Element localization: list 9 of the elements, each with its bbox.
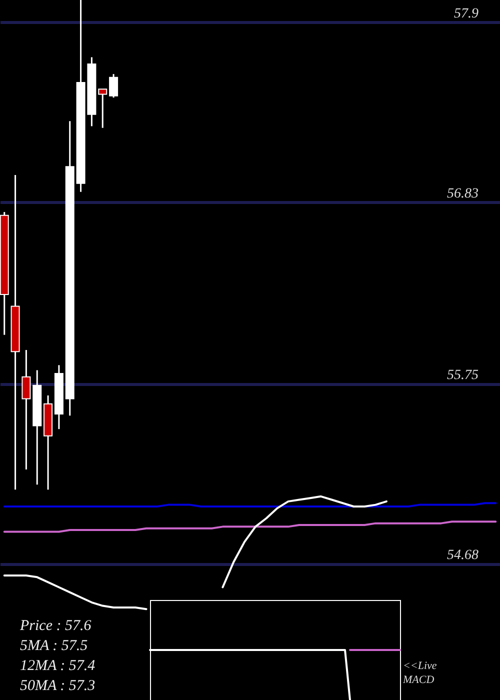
y-tick-label: 54.68 <box>447 548 478 564</box>
y-tick-label: 55.75 <box>447 368 478 384</box>
annotation: Price : 57.6 <box>19 618 92 634</box>
annotation: 5MA : 57.5 <box>20 638 88 654</box>
annotation: 12MA : 57.4 <box>20 658 96 674</box>
annotation: <<Live MACD <box>402 660 437 686</box>
y-tick-label: 57.9 <box>454 6 478 22</box>
annotation: 50MA : 57.3 <box>20 678 96 694</box>
y-tick-label: 56.83 <box>447 186 478 202</box>
